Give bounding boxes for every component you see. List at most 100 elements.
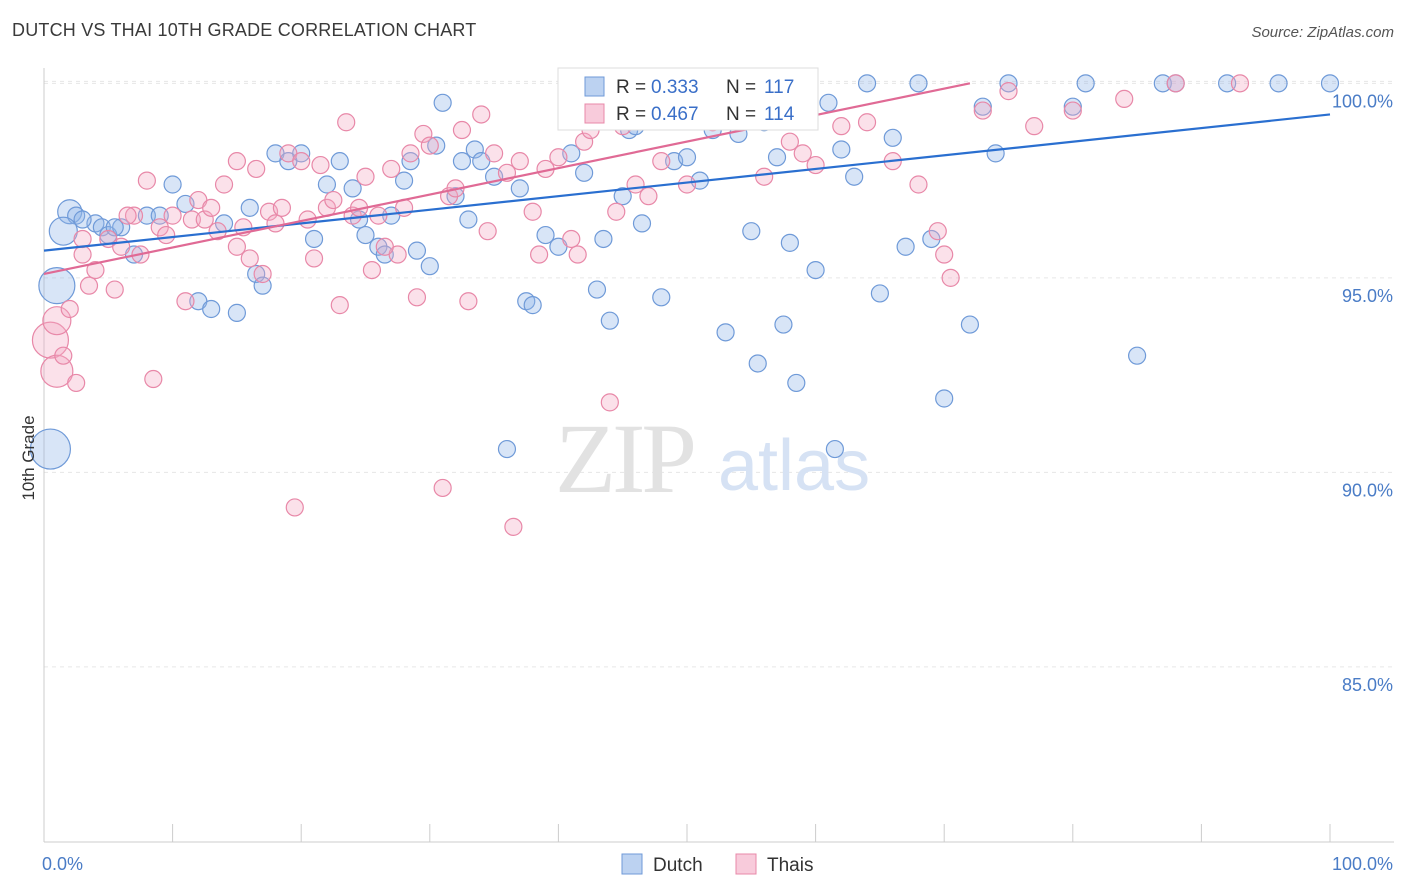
- point-thais: [60, 299, 79, 319]
- point-thais: [105, 280, 124, 299]
- point-thais: [909, 175, 928, 194]
- point-thais: [600, 393, 619, 412]
- point-dutch: [420, 257, 439, 276]
- gridlines: [44, 80, 1394, 668]
- point-thais: [67, 373, 86, 393]
- point-thais: [941, 268, 960, 287]
- point-dutch: [38, 267, 76, 305]
- point-thais: [433, 478, 452, 498]
- point-thais: [311, 155, 330, 175]
- point-thais: [857, 113, 877, 132]
- point-dutch: [677, 148, 697, 167]
- x-tick-label-max: 100.0%: [1332, 854, 1393, 874]
- point-dutch: [343, 179, 362, 198]
- point-dutch: [870, 284, 890, 303]
- point-dutch: [227, 303, 246, 322]
- point-thais: [375, 237, 394, 256]
- legend-n-value: 117: [764, 77, 794, 98]
- point-thais: [227, 152, 246, 171]
- point-thais: [73, 245, 92, 264]
- point-thais: [227, 237, 246, 256]
- x-tick-labels: 0.0% 100.0%: [42, 854, 1393, 874]
- point-thais: [607, 202, 626, 221]
- y-tick-labels: 85.0% 90.0% 95.0% 100.0%: [1332, 91, 1393, 695]
- point-dutch: [1218, 74, 1237, 93]
- point-thais: [176, 292, 195, 311]
- point-thais: [285, 498, 304, 517]
- point-dutch: [1063, 97, 1082, 116]
- point-dutch: [105, 218, 124, 237]
- point-dutch: [575, 163, 594, 182]
- point-thais: [806, 155, 825, 175]
- point-thais: [356, 167, 375, 186]
- point-dutch: [452, 152, 472, 171]
- point-dutch: [459, 210, 478, 229]
- y-axis-label: 10th Grade: [19, 415, 38, 500]
- point-thais: [195, 210, 214, 229]
- point-thais: [928, 222, 947, 241]
- chart-title: DUTCH VS THAI 10TH GRADE CORRELATION CHA…: [12, 20, 477, 40]
- point-thais: [639, 187, 658, 206]
- point-dutch: [883, 128, 902, 147]
- point-thais: [54, 346, 73, 365]
- point-dutch: [48, 216, 78, 246]
- point-dutch: [407, 241, 427, 260]
- point-thais: [247, 159, 266, 179]
- point-dutch: [742, 222, 761, 241]
- point-thais: [459, 292, 478, 311]
- point-thais: [1230, 74, 1250, 93]
- point-thais: [935, 245, 954, 264]
- legend-swatch-thais: [584, 103, 605, 124]
- point-thais: [478, 222, 497, 241]
- point-thais: [157, 225, 176, 245]
- point-thais: [999, 82, 1018, 101]
- point-dutch: [774, 315, 793, 334]
- point-thais: [530, 245, 549, 264]
- point-thais: [240, 249, 259, 268]
- point-dutch: [825, 439, 844, 459]
- point-thais: [137, 171, 156, 190]
- point-dutch: [587, 280, 607, 299]
- point-thais: [292, 152, 311, 171]
- point-dutch: [857, 74, 877, 93]
- legend-n-label: N =: [726, 104, 756, 125]
- point-thais: [163, 206, 182, 225]
- bottom-legend-label-thais: Thais: [767, 855, 813, 876]
- point-dutch: [652, 288, 671, 307]
- point-thais: [780, 132, 799, 151]
- legend-n-label: N =: [726, 77, 756, 98]
- point-thais: [755, 167, 774, 186]
- point-thais: [272, 198, 292, 217]
- point-dutch: [986, 144, 1005, 163]
- point-thais: [575, 132, 594, 151]
- trend-line-thais: [43, 82, 971, 276]
- point-dutch: [613, 187, 632, 206]
- y-tick-label: 95.0%: [1342, 286, 1393, 306]
- point-dutch: [1269, 74, 1288, 93]
- point-thais: [337, 113, 356, 132]
- point-thais: [42, 306, 72, 336]
- legend-r-value: 0.467: [651, 104, 699, 125]
- point-dutch: [112, 218, 131, 237]
- point-dutch: [716, 323, 735, 342]
- bottom-legend-label-dutch: Dutch: [653, 855, 703, 876]
- point-thais: [330, 296, 349, 315]
- point-thais: [124, 206, 144, 225]
- point-thais: [202, 198, 221, 217]
- point-thais: [144, 369, 163, 389]
- point-dutch: [632, 214, 652, 233]
- point-dutch: [787, 373, 806, 393]
- point-dutch: [394, 171, 414, 190]
- point-dutch: [780, 233, 799, 252]
- point-thais: [86, 260, 105, 280]
- y-tick-label: 90.0%: [1342, 480, 1393, 500]
- point-thais: [266, 214, 285, 233]
- point-dutch: [29, 428, 72, 470]
- point-dutch: [1153, 74, 1172, 93]
- point-dutch: [1127, 346, 1147, 365]
- point-thais: [420, 136, 439, 155]
- y-tick-label: 100.0%: [1332, 91, 1393, 111]
- point-thais: [362, 260, 382, 280]
- point-dutch: [427, 136, 446, 155]
